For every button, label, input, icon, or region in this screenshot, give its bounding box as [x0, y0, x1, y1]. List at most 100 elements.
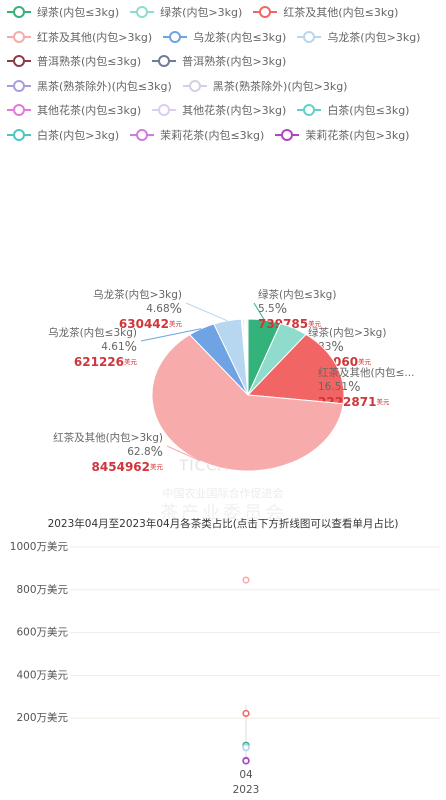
legend-circle: [281, 128, 294, 141]
legend-icon: [253, 6, 278, 19]
legend-circle: [136, 128, 149, 141]
legend-item[interactable]: 乌龙茶(内包>3kg): [296, 25, 420, 50]
legend-item[interactable]: 红茶及其他(内包≤3kg): [252, 0, 398, 25]
legend-circle: [13, 128, 25, 141]
legend-icon: [7, 6, 31, 19]
value-number: 8454962: [92, 460, 150, 474]
legend-label: 其他花茶(内包≤3kg): [37, 104, 142, 118]
slice-label: 红茶及其他(内包>3kg): [53, 431, 163, 444]
legend-item[interactable]: 白茶(内包>3kg): [6, 123, 119, 148]
slice-value: 630442美元: [119, 317, 183, 331]
legend-item[interactable]: 白茶(内包≤3kg): [296, 98, 409, 123]
legend-item[interactable]: 其他花茶(内包≤3kg): [6, 98, 141, 123]
y-tick-label: 800万美元: [16, 583, 68, 596]
legend-label: 白茶(内包>3kg): [37, 128, 120, 142]
value-unit: 美元: [124, 357, 138, 366]
legend-icon: [163, 30, 188, 43]
value-number: 630442: [119, 317, 169, 331]
leader-line: [140, 328, 202, 342]
watermark: 茶产业委员会: [160, 503, 286, 524]
y-tick-label: 600万美元: [16, 626, 68, 639]
legend-item[interactable]: 乌龙茶(内包≤3kg): [162, 25, 286, 50]
legend-item[interactable]: 红茶及其他(内包>3kg): [6, 25, 152, 50]
value-unit: 美元: [308, 319, 322, 328]
legend-label: 绿茶(内包≤3kg): [37, 6, 120, 20]
leader-line: [313, 364, 337, 382]
legend-circle: [136, 6, 149, 19]
data-point: [242, 757, 250, 765]
value-number: 621226: [74, 355, 124, 369]
legend-circle: [303, 104, 316, 117]
percent-value: 4.61: [101, 341, 124, 353]
slice-label: 绿茶(内包>3kg): [308, 326, 386, 339]
legend-circle: [158, 104, 171, 117]
legend-item[interactable]: 黑茶(熟茶除外)(内包≤3kg): [6, 74, 172, 99]
legend-label: 黑茶(熟茶除外)(内包>3kg): [212, 79, 348, 93]
legend-item[interactable]: 绿茶(内包≤3kg): [6, 0, 119, 25]
legend-circle: [169, 30, 182, 43]
legend-label: 普洱熟茶(内包≤3kg): [37, 55, 142, 69]
pie-slice: [151, 334, 344, 472]
slice-value: 8454962美元: [92, 460, 164, 474]
legend: 绿茶(内包≤3kg) 绿茶(内包>3kg) 红茶及其他(内包≤3kg) 红茶及其他(内…: [6, 0, 442, 147]
slice-percent: 4.68%: [146, 302, 182, 317]
legend-icon: [297, 104, 322, 117]
legend-circle: [259, 6, 272, 19]
value-unit: 美元: [150, 462, 164, 471]
legend-item[interactable]: 普洱熟茶(内包≤3kg): [6, 49, 141, 74]
slice-value: 621226美元: [74, 355, 138, 369]
slice-label: 红茶及其他(内包≤...: [318, 366, 414, 379]
legend-label: 普洱熟茶(内包>3kg): [182, 55, 287, 69]
legend-label: 乌龙茶(内包≤3kg): [193, 30, 287, 44]
legend-label: 绿茶(内包>3kg): [160, 6, 243, 20]
legend-label: 红茶及其他(内包≤3kg): [283, 6, 399, 20]
data-point: [242, 576, 250, 584]
y-tick-label: 1000万美元: [10, 540, 69, 553]
legend-icon: [275, 128, 300, 141]
data-point: [242, 743, 250, 752]
legend-icon: [7, 128, 31, 141]
legend-circle: [13, 55, 25, 68]
legend-item[interactable]: 黑茶(熟茶除外)(内包>3kg): [182, 74, 348, 99]
percent-value: 5.5: [258, 303, 275, 315]
legend-circle: [13, 104, 25, 117]
legend-icon: [130, 128, 155, 141]
legend-item[interactable]: 绿茶(内包>3kg): [129, 0, 242, 25]
value-number: 739785: [258, 317, 308, 331]
percent-sign: %: [170, 302, 182, 317]
legend-label: 乌龙茶(内包>3kg): [327, 30, 421, 44]
chart-title: 2023年04月至2023年04月各茶类占比(点击下方折线图可以查看单月占比): [48, 517, 399, 530]
leader-line: [253, 302, 265, 321]
legend-item[interactable]: 其他花茶(内包>3kg): [151, 98, 286, 123]
legend-circle: [13, 30, 25, 43]
legend-icon: [7, 104, 31, 117]
percent-value: 16.51: [318, 381, 348, 393]
legend-item[interactable]: 普洱熟茶(内包>3kg): [151, 49, 286, 74]
legend-icon: [7, 55, 31, 68]
legend-circle: [13, 6, 25, 19]
leader-line: [166, 445, 201, 462]
percent-sign: %: [125, 340, 137, 355]
x-tick-label: 04: [239, 769, 253, 781]
legend-label: 红茶及其他(内包>3kg): [37, 30, 153, 44]
data-point: [242, 709, 250, 718]
slice-value: 739785美元: [258, 317, 322, 331]
legend-item[interactable]: 茉莉花茶(内包>3kg): [274, 123, 409, 148]
legend-icon: [7, 30, 31, 43]
percent-sign: %: [151, 445, 163, 460]
legend-label: 茉莉花茶(内包>3kg): [305, 128, 410, 142]
legend-circle: [303, 30, 316, 43]
legend-label: 茉莉花茶(内包≤3kg): [160, 128, 265, 142]
percent-value: 4.68: [146, 303, 169, 315]
legend-circle: [158, 55, 171, 68]
x-year-label: 2023: [233, 784, 260, 796]
slice-label: 乌龙茶(内包≤3kg): [48, 326, 137, 339]
legend-icon: [130, 6, 155, 19]
legend-label: 白茶(内包≤3kg): [327, 104, 410, 118]
legend-label: 黑茶(熟茶除外)(内包≤3kg): [37, 79, 172, 93]
legend-icon: [297, 30, 322, 43]
y-tick-label: 400万美元: [16, 668, 68, 681]
legend-item[interactable]: 茉莉花茶(内包≤3kg): [129, 123, 264, 148]
